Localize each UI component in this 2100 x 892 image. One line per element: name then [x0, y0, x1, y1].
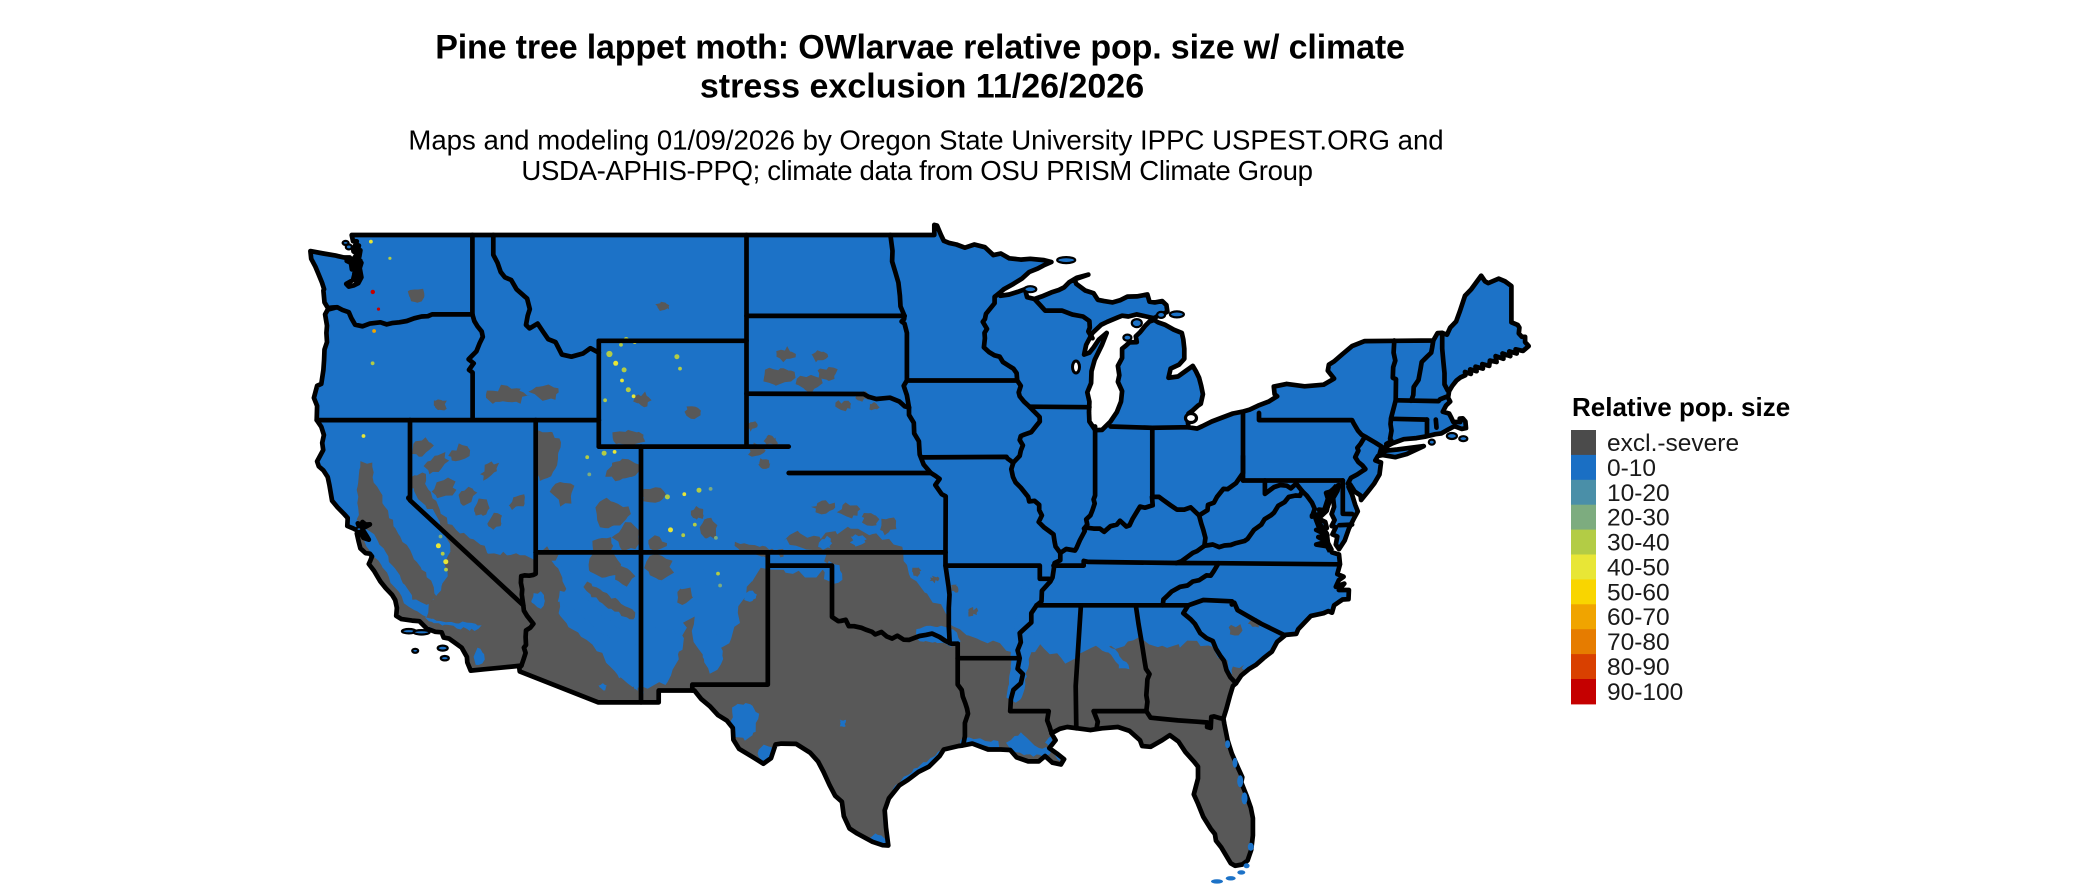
svg-text:80-90: 80-90 — [1607, 654, 1670, 681]
svg-text:70-80: 70-80 — [1607, 629, 1670, 656]
svg-text:USDA-APHIS-PPQ; climate data f: USDA-APHIS-PPQ; climate data from OSU PR… — [521, 155, 1312, 186]
svg-text:50-60: 50-60 — [1607, 579, 1670, 606]
svg-text:Pine tree lappet moth: OWlarva: Pine tree lappet moth: OWlarvae relative… — [435, 29, 1405, 67]
svg-text:Maps and modeling 01/09/2026 b: Maps and modeling 01/09/2026 by Oregon S… — [408, 125, 1443, 156]
svg-text:stress exclusion 11/26/2026: stress exclusion 11/26/2026 — [700, 68, 1144, 106]
svg-text:40-50: 40-50 — [1607, 555, 1670, 582]
svg-text:10-20: 10-20 — [1607, 480, 1670, 507]
svg-text:60-70: 60-70 — [1607, 604, 1670, 631]
svg-text:20-30: 20-30 — [1607, 505, 1670, 532]
svg-text:90-100: 90-100 — [1607, 679, 1683, 706]
svg-text:Relative pop. size: Relative pop. size — [1572, 392, 1790, 422]
svg-text:0-10: 0-10 — [1607, 455, 1656, 482]
svg-text:30-40: 30-40 — [1607, 530, 1670, 557]
svg-text:excl.-severe: excl.-severe — [1607, 430, 1739, 457]
